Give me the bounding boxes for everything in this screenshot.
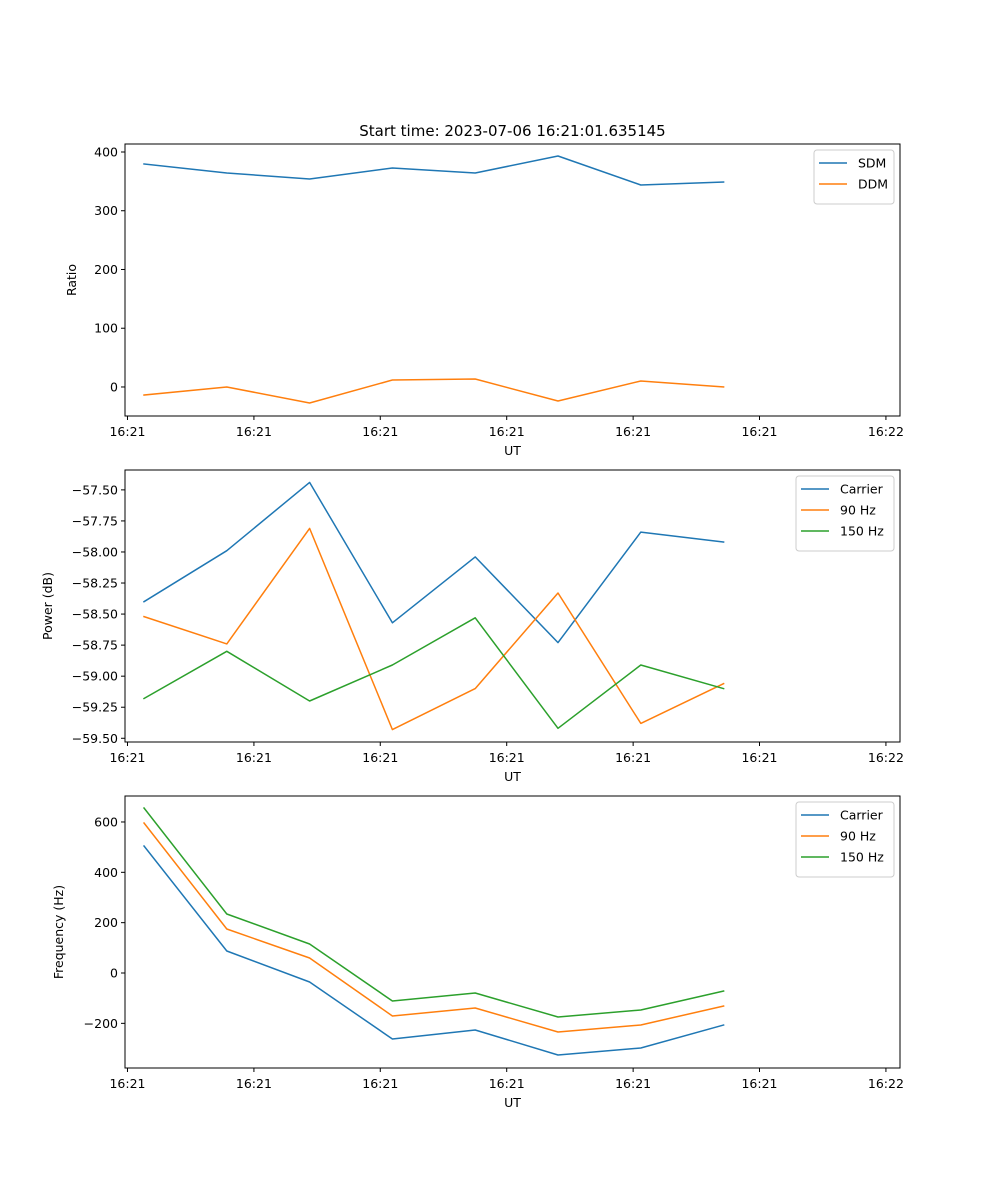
x-tick-label: 16:21 [362, 750, 398, 765]
legend-item: 90 Hz [801, 829, 876, 844]
x-tick-label: 16:21 [362, 1076, 398, 1091]
x-tick-label: 16:21 [615, 750, 651, 765]
x-tick-label: 16:21 [741, 750, 777, 765]
x-tick-label: 16:22 [868, 750, 904, 765]
x-tick-label: 16:21 [615, 424, 651, 439]
legend-item: DDM [819, 177, 888, 192]
x-tick-label: 16:21 [236, 1076, 272, 1091]
legend-label: SDM [858, 156, 886, 171]
series-line-carrier [142, 481, 725, 644]
legend-label: 150 Hz [840, 524, 884, 539]
legend-label: Carrier [840, 808, 884, 823]
y-tick-label: 100 [94, 321, 118, 336]
y-tick-label: 200 [94, 915, 118, 930]
legend-label: 90 Hz [840, 503, 876, 518]
legend-label: 150 Hz [840, 850, 884, 865]
y-tick-label: −59.50 [72, 731, 118, 746]
y-tick-label: 300 [94, 203, 118, 218]
legend: Carrier 90 Hz 150 Hz [795, 801, 895, 878]
legend: SDM DDM [813, 149, 895, 205]
y-tick-label: 600 [94, 814, 118, 829]
legend-label: 90 Hz [840, 829, 876, 844]
series-line-carrier [142, 844, 725, 1056]
y-tick-label: 400 [94, 865, 118, 880]
chart-title: Start time: 2023-07-06 16:21:01.635145 [359, 122, 665, 140]
legend-item: 150 Hz [801, 850, 884, 865]
x-axis-label: UT [504, 1095, 521, 1110]
x-axis-label: UT [504, 443, 521, 458]
subplot-2: 16:21 16:21 16:21 16:21 16:21 16:21 16:22 −59.5… [40, 469, 904, 784]
subplots: 16:21 16:21 16:21 16:21 16:21 16:21 16:22 0 100 2… [40, 143, 904, 1110]
series-line-150-hz [142, 617, 725, 730]
x-tick-label: 16:22 [868, 424, 904, 439]
x-axis-label: UT [504, 769, 521, 784]
y-tick-label: −58.75 [72, 638, 118, 653]
legend-item: SDM [819, 156, 886, 171]
x-tick-label: 16:21 [741, 424, 777, 439]
x-tick-label: 16:21 [362, 424, 398, 439]
legend-item: Carrier [801, 808, 884, 823]
legend-frame [795, 475, 895, 552]
y-tick-label: −58.00 [72, 544, 118, 559]
subplot-3: 16:21 16:21 16:21 16:21 16:21 16:21 16:22 −200 0… [51, 795, 904, 1110]
y-axis-label: Frequency (Hz) [51, 885, 66, 979]
series-line-sdm [143, 155, 725, 186]
y-tick-label: −57.75 [72, 513, 118, 528]
series-line-90-hz [143, 527, 725, 731]
y-tick-label: 400 [94, 144, 118, 159]
x-tick-label: 16:21 [109, 424, 145, 439]
y-tick-label: −57.50 [72, 482, 118, 497]
axes-frame [124, 795, 901, 1069]
y-axis-label: Power (dB) [40, 572, 55, 640]
x-tick-label: 16:21 [489, 1076, 525, 1091]
x-tick-label: 16:21 [615, 1076, 651, 1091]
legend-item: 90 Hz [801, 503, 876, 518]
y-tick-label: −58.50 [72, 607, 118, 622]
y-tick-label: 0 [110, 966, 118, 981]
y-tick-label: 0 [110, 379, 118, 394]
x-tick-label: 16:21 [489, 750, 525, 765]
y-tick-label: −58.25 [72, 576, 118, 591]
x-tick-label: 16:21 [489, 424, 525, 439]
legend: Carrier 90 Hz 150 Hz [795, 475, 895, 552]
legend-label: DDM [858, 177, 888, 192]
y-tick-label: −59.25 [72, 700, 118, 715]
axes-frame [124, 469, 901, 743]
x-tick-label: 16:21 [109, 1076, 145, 1091]
legend-item: Carrier [801, 482, 884, 497]
legend-frame [795, 801, 895, 878]
legend-label: Carrier [840, 482, 884, 497]
x-tick-label: 16:21 [236, 424, 272, 439]
axes-frame [124, 143, 901, 417]
x-tick-label: 16:21 [109, 750, 145, 765]
y-tick-label: 200 [94, 262, 118, 277]
y-axis-label: Ratio [64, 264, 79, 296]
y-tick-label: −200 [84, 1016, 118, 1031]
x-tick-label: 16:21 [236, 750, 272, 765]
subplot-1: 16:21 16:21 16:21 16:21 16:21 16:21 16:22 0 100 2… [64, 143, 904, 458]
x-tick-label: 16:21 [741, 1076, 777, 1091]
x-tick-label: 16:22 [868, 1076, 904, 1091]
legend-item: 150 Hz [801, 524, 884, 539]
series-line-90-hz [142, 821, 725, 1033]
series-line-150-hz [142, 806, 725, 1018]
series-line-ddm [143, 378, 725, 404]
y-tick-label: −59.00 [72, 669, 118, 684]
